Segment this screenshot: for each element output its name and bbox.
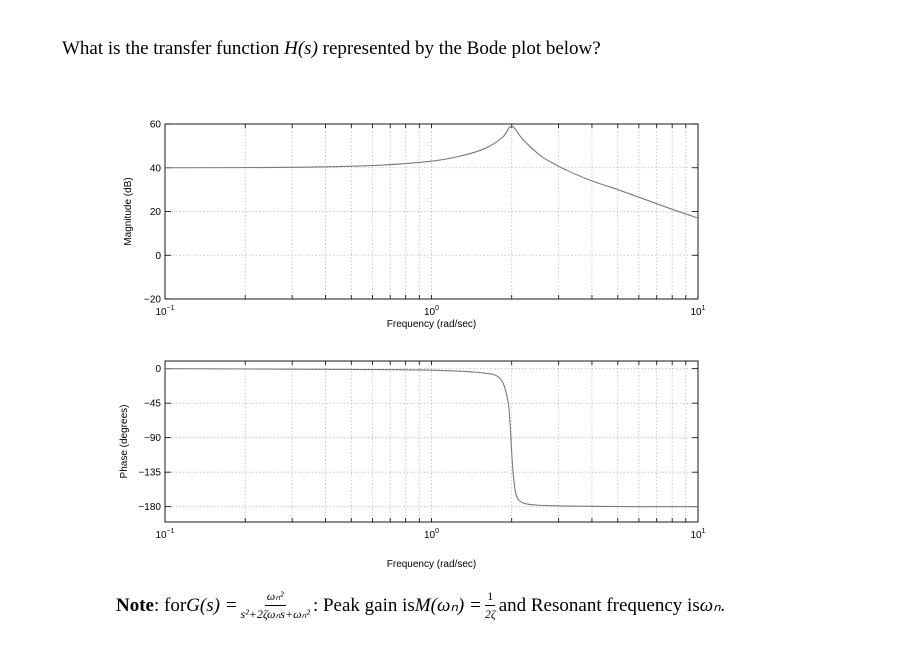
note-peak-fraction: 1 2ζ: [485, 589, 496, 622]
note-peak-text: : Peak gain is: [312, 594, 415, 616]
note-resonant-text: and Resonant frequency is: [498, 594, 700, 616]
magnitude-x-axis-label: Frequency (rad/sec): [387, 319, 476, 330]
phase-axes-frame: [164, 360, 699, 523]
note-peak-denominator: 2ζ: [484, 607, 496, 621]
magnitude-y-axis-label: Magnitude (dB): [123, 177, 134, 245]
note-numerator: ωₙ²: [264, 589, 286, 606]
question-text: What is the transfer function H(s) repre…: [62, 38, 601, 60]
magnitude-y-tick-label: 0: [155, 251, 161, 262]
note-peak-symbol: M(ωₙ) =: [414, 595, 482, 616]
note-for-text: : for: [153, 594, 187, 616]
note-peak-numerator: 1: [485, 589, 496, 606]
note-label: Note: [116, 594, 154, 616]
phase-x-tick-label: 10−1: [155, 528, 174, 541]
question-suffix: represented by the Bode plot below?: [317, 38, 601, 59]
phase-x-axis-label: Frequency (rad/sec): [387, 559, 476, 570]
phase-y-axis-label: Phase (degrees): [119, 405, 130, 479]
magnitude-axes-frame: [164, 123, 699, 300]
phase-y-tick-label: −135: [138, 468, 161, 479]
note-transfer-fraction: ωₙ² s²+2ζωₙs+ωₙ²: [241, 589, 310, 622]
phase-y-tick-label: −180: [138, 502, 161, 513]
phase-y-tick-label: 0: [155, 364, 161, 375]
magnitude-y-tick-label: 40: [150, 163, 162, 174]
note-resonant-symbol: ωₙ.: [699, 595, 726, 616]
phase-y-tick-label: −45: [144, 399, 161, 410]
phase-x-tick-label: 100: [424, 528, 439, 541]
note-denominator: s²+2ζωₙs+ωₙ²: [240, 607, 310, 621]
note-line: Note : for G(s) = ωₙ² s²+2ζωₙs+ωₙ² : Pea…: [116, 589, 725, 622]
phase-y-tick-label: −90: [144, 433, 161, 444]
magnitude-x-tick-label: 100: [424, 305, 439, 318]
magnitude-y-tick-label: 60: [150, 120, 162, 131]
magnitude-x-tick-label: 10−1: [155, 305, 174, 318]
magnitude-series-line: [164, 125, 699, 219]
phase-series-line: [164, 368, 699, 508]
question-symbol: H(s): [284, 38, 318, 59]
phase-x-tick-label: 101: [690, 528, 705, 541]
magnitude-y-tick-label: −20: [144, 295, 161, 306]
note-g-symbol: G(s) =: [186, 594, 238, 616]
magnitude-x-tick-label: 101: [690, 305, 705, 318]
magnitude-y-tick-label: 20: [150, 207, 162, 218]
question-prefix: What is the transfer function: [62, 38, 285, 59]
